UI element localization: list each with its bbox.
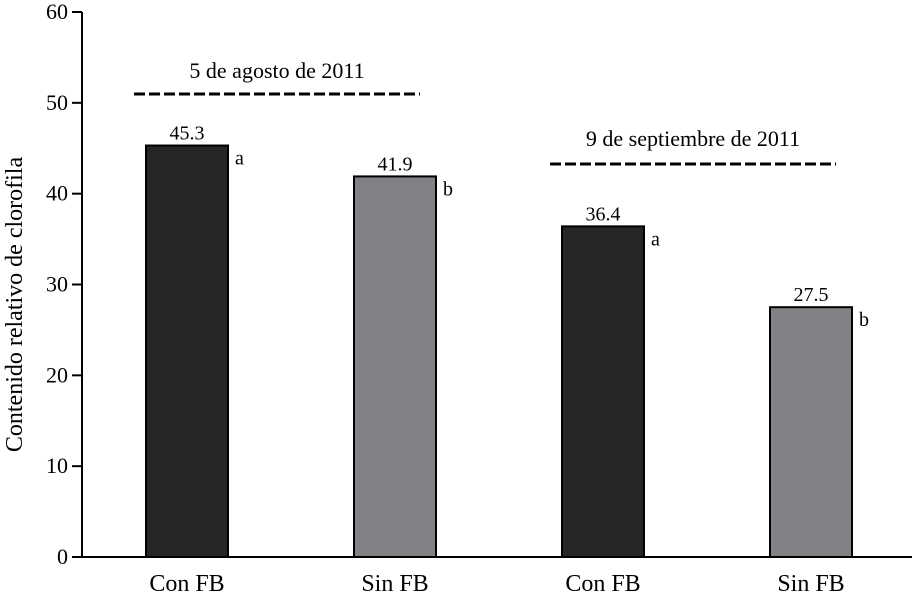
significance-letter: a (235, 148, 244, 170)
bar-value-label: 45.3 (170, 123, 205, 145)
x-category-label: Sin FB (777, 571, 844, 596)
significance-letter: b (859, 309, 869, 331)
bars (145, 144, 853, 559)
y-tick-label: 20 (46, 362, 68, 387)
x-category-label: Con FB (149, 571, 224, 596)
bar (353, 175, 437, 559)
y-axis-title: Contenido relativo de clorofila (2, 157, 28, 453)
y-tick-label: 60 (46, 0, 68, 24)
y-tick-label: 30 (46, 272, 68, 297)
bar-labels: 45.3 a Con FB 41.9 b Sin FB 36.4 a Con FB 27.5 b Si… (149, 123, 869, 596)
group-label: 9 de septiembre de 2011 (586, 126, 800, 151)
y-tick-label: 40 (46, 181, 68, 206)
bar-value-label: 27.5 (794, 284, 829, 306)
bar (769, 306, 853, 559)
bar (561, 225, 645, 558)
y-axis-ticks: 0 10 20 30 40 50 60 (46, 0, 82, 569)
bar-value-label: 36.4 (586, 203, 621, 225)
group-label: 5 de agosto de 2011 (189, 58, 364, 83)
y-tick-label: 50 (46, 90, 68, 115)
significance-letter: b (443, 178, 453, 200)
y-tick-label: 0 (57, 544, 68, 569)
group-annotations: 5 de agosto de 2011 9 de septiembre de 20… (134, 58, 836, 166)
x-category-label: Con FB (565, 571, 640, 596)
y-tick-label: 10 (46, 453, 68, 478)
bar-value-label: 41.9 (378, 153, 413, 175)
x-category-label: Sin FB (361, 571, 428, 596)
significance-letter: a (651, 228, 660, 250)
bar (145, 144, 229, 558)
